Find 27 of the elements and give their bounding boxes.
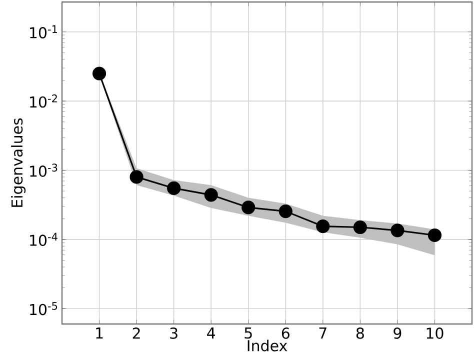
- x-tick-label: 3: [170, 328, 178, 339]
- x-tick-label: 1: [96, 328, 103, 338]
- point: [130, 170, 144, 184]
- y-tick-label: 10$^{-3}$: [30, 164, 58, 177]
- x-tick-label: 8: [356, 328, 364, 339]
- y-tick-label: 10$^{-5}$: [30, 302, 58, 316]
- point: [167, 181, 181, 196]
- x-tick-label: 6: [282, 328, 290, 339]
- x-axis-title: Index: [248, 340, 288, 352]
- point: [204, 188, 218, 202]
- y-tick-label: 10$^{-1}$: [30, 25, 58, 38]
- x-tick-label: 2: [132, 328, 140, 339]
- x-tick-label: 10: [426, 328, 444, 339]
- x-tick-label: 5: [244, 328, 252, 339]
- point: [353, 220, 367, 234]
- point: [428, 228, 442, 242]
- point: [278, 204, 292, 218]
- x-tick-label: 9: [394, 328, 402, 339]
- x-tick-label: 7: [319, 328, 326, 338]
- y-tick-label: 10$^{-4}$: [30, 232, 58, 246]
- y-tick-label: 10$^{-2}$: [30, 94, 57, 108]
- point: [316, 219, 330, 234]
- y-axis-title: Eigenvalues: [11, 118, 26, 207]
- point: [242, 200, 256, 214]
- point: [390, 224, 404, 238]
- point: [92, 66, 106, 80]
- x-tick-label: 4: [207, 328, 216, 338]
